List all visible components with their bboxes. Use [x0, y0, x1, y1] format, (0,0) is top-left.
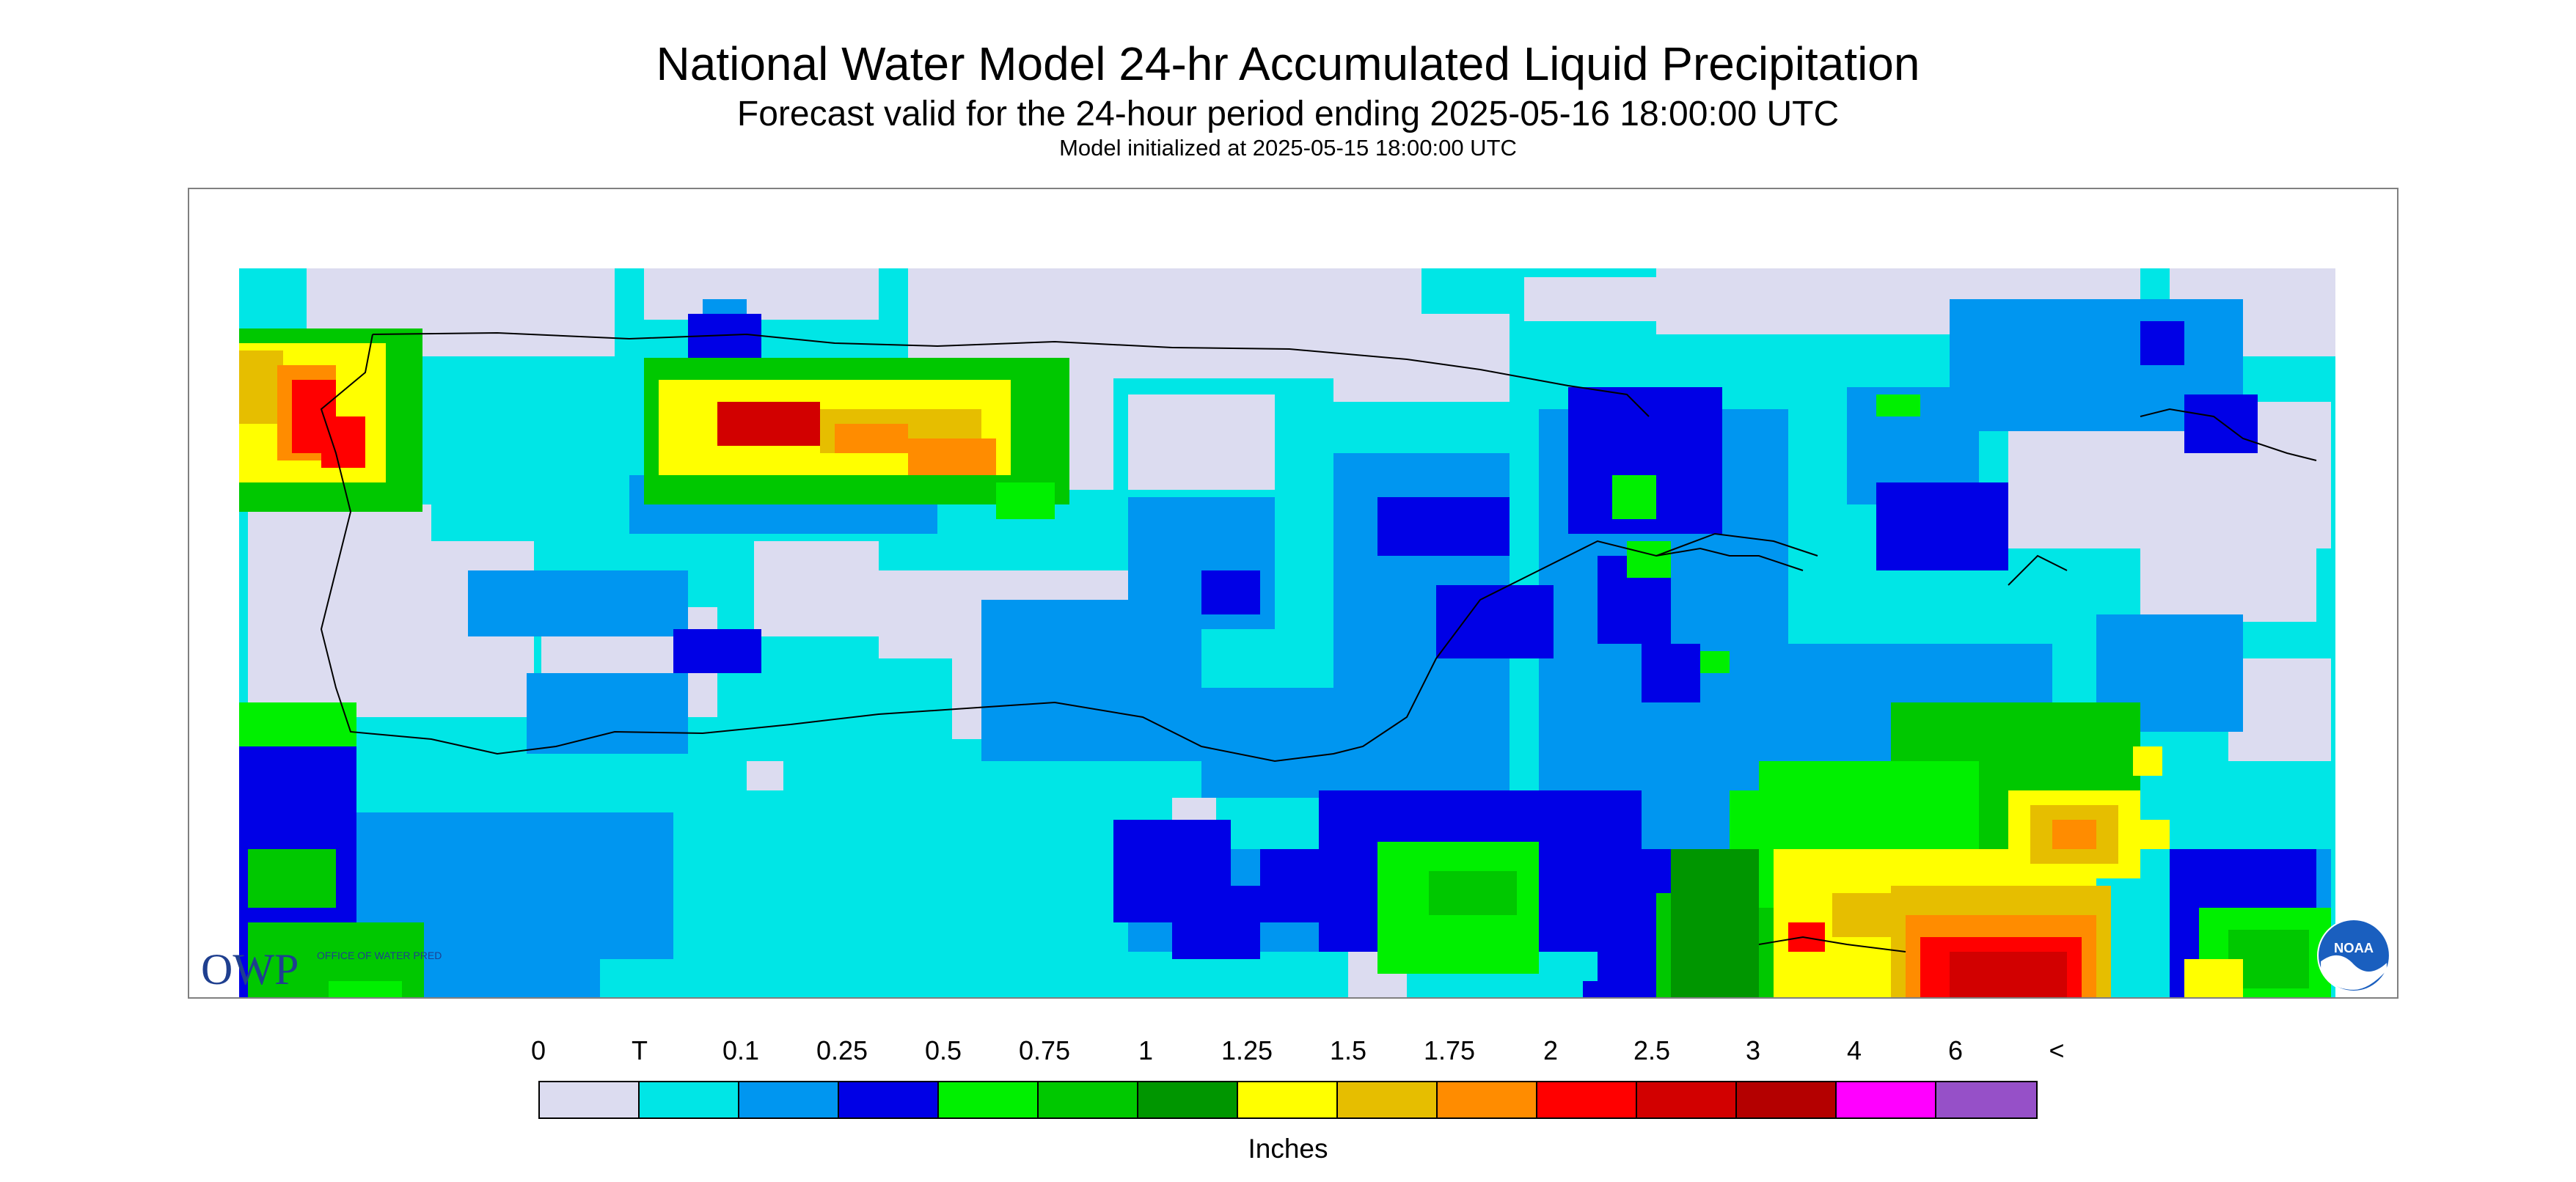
legend-tick-label: 1.75	[1423, 1035, 1476, 1065]
legend-swatch: #d20000	[1637, 1082, 1737, 1117]
heavy-precip-northwest	[239, 328, 1069, 519]
legend-swatch: #b40000	[1737, 1082, 1837, 1117]
legend-swatch: #0000e6	[839, 1082, 939, 1117]
legend-tick-label: T	[632, 1035, 648, 1065]
legend-tick-label: 6	[1947, 1035, 1964, 1065]
legend-swatch: #009600	[1138, 1082, 1238, 1117]
legend-tick-label: 0.1	[722, 1035, 760, 1065]
heavy-precip-southeast	[1774, 746, 2243, 997]
legend-tick-label: 1.25	[1221, 1035, 1273, 1065]
legend-tick-label: 3	[1745, 1035, 1761, 1065]
legend-swatch: #ffff00	[1238, 1082, 1338, 1117]
precipitation-map	[188, 188, 2398, 999]
legend-swatch: #9650c8	[1936, 1082, 2036, 1117]
legend-tick-label: 1.5	[1329, 1035, 1367, 1065]
legend-tick-label: 0.25	[816, 1035, 868, 1065]
legend-swatch: #dcdcf0	[540, 1082, 640, 1117]
legend-swatch: #0096f0	[739, 1082, 839, 1117]
legend-tick-label: 0	[530, 1035, 546, 1065]
legend-swatch: #00e6e6	[640, 1082, 739, 1117]
legend-tick-label: 1	[1138, 1035, 1154, 1065]
owp-logo: OWP OFFICE OF WATER PREDICTION	[201, 945, 442, 994]
coastlines	[320, 331, 2317, 952]
precipitation-map-canvas	[239, 268, 2335, 997]
map-subtitle: Forecast valid for the 24-hour period en…	[736, 95, 1840, 133]
legend-swatch: #00c800	[1039, 1082, 1138, 1117]
legend-color-bar: #dcdcf0#00e6e6#0096f0#0000e6#00f000#00c8…	[538, 1081, 2038, 1119]
legend-tick-label: <	[2049, 1035, 2065, 1065]
map-title: National Water Model 24-hr Accumulated L…	[656, 37, 1920, 90]
legend-swatch: #ff8c00	[1438, 1082, 1537, 1117]
legend-swatch: #ff0000	[1537, 1082, 1637, 1117]
legend-tick-label: 0.75	[1018, 1035, 1071, 1065]
legend-unit-label: Inches	[1248, 1134, 1328, 1164]
owp-logo-letters: OWP	[201, 945, 299, 994]
legend-swatch: #00f000	[939, 1082, 1039, 1117]
legend-swatch: #e6be00	[1338, 1082, 1438, 1117]
legend-tick-label: 2.5	[1633, 1035, 1671, 1065]
noaa-logo: NOAA	[2317, 919, 2390, 992]
legend-tick-label: 0.5	[924, 1035, 962, 1065]
owp-logo-text: OFFICE OF WATER PREDICTION	[317, 950, 442, 961]
legend-tick-label: 4	[1846, 1035, 1862, 1065]
legend-swatch: #ff00ff	[1837, 1082, 1936, 1117]
noaa-logo-text: NOAA	[2334, 940, 2374, 955]
model-init-line: Model initialized at 2025-05-15 18:00:00…	[1059, 135, 1517, 161]
legend-tick-label: 2	[1543, 1035, 1559, 1065]
